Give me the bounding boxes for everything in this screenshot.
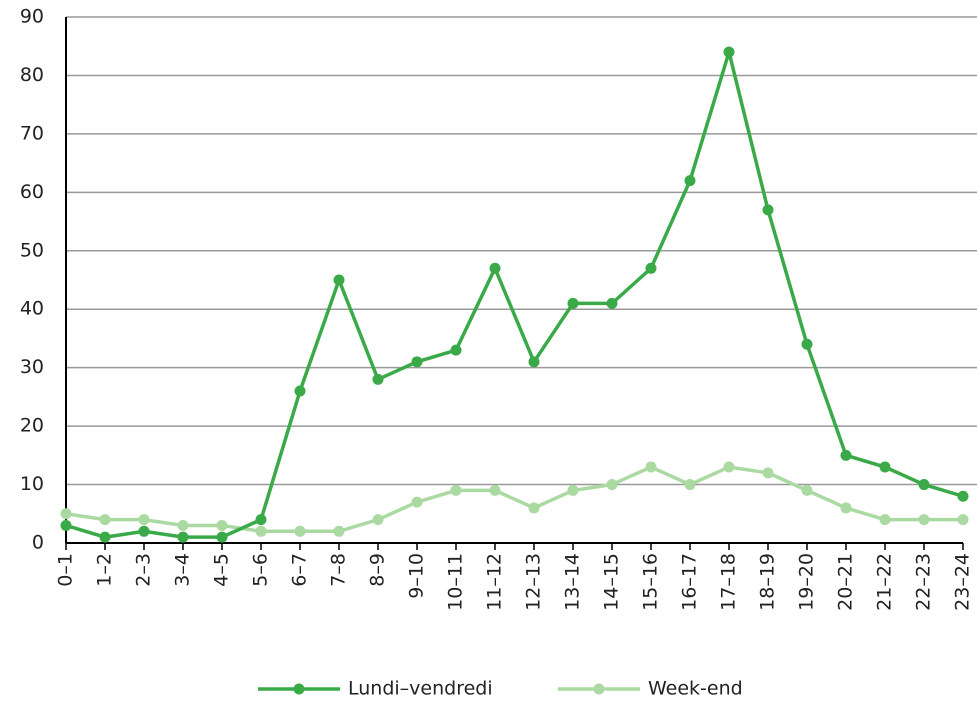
x-tick-label: 8–9 [367,553,389,587]
x-tick-label: 18–19 [757,553,779,611]
x-tick-label: 9–10 [406,553,428,599]
x-tick-label: 19–20 [796,553,818,611]
data-point [216,531,228,543]
y-tick-label: 60 [20,181,44,203]
x-tick-label: 16–17 [679,553,701,611]
legend-marker [593,683,605,695]
data-point [411,356,423,368]
data-point [606,479,618,491]
series-line [65,465,963,534]
y-tick-label: 0 [32,532,44,554]
data-point [957,490,969,502]
data-point [372,514,384,526]
data-point [567,297,579,309]
data-point [255,514,267,526]
legend-label: Week-end [648,678,743,700]
data-point [684,479,696,491]
data-point [840,449,852,461]
y-tick-label: 80 [20,64,44,86]
x-tick-label: 3–4 [172,553,194,587]
data-point [879,461,891,473]
data-point [138,514,150,526]
data-point [99,514,111,526]
data-point [333,525,345,537]
y-tick-label: 30 [20,356,44,378]
data-point [294,385,306,397]
data-point [762,467,774,479]
data-point [411,496,423,508]
data-point [489,262,501,274]
data-point [99,531,111,543]
y-tick-label: 90 [20,6,44,28]
data-point [645,461,657,473]
x-tick-label: 5–6 [250,553,272,587]
data-point [216,519,228,531]
data-point [723,461,735,473]
x-tick-label: 6–7 [289,553,311,587]
x-tick-label: 13–14 [562,553,584,611]
data-point [333,274,345,286]
data-point [723,46,735,58]
x-tick-label: 12–13 [523,553,545,611]
data-point [528,356,540,368]
legend-label: Lundi–vendredi [348,678,493,700]
data-point [879,514,891,526]
data-point [645,262,657,274]
data-point [177,531,189,543]
x-tick-label: 4–5 [211,553,233,587]
y-tick-label: 10 [20,473,44,495]
y-tick-label: 70 [20,122,44,144]
x-tick-label: 11–12 [484,553,506,611]
data-point [528,502,540,514]
data-point [840,502,852,514]
y-tick-label: 50 [20,239,44,261]
data-point [918,514,930,526]
y-tick-label: 20 [20,415,44,437]
x-tick-label: 7–8 [328,553,350,587]
data-point [489,484,501,496]
x-tick-label: 20–21 [835,553,857,611]
legend-marker [293,683,305,695]
y-tick-label: 40 [20,298,44,320]
x-tick-label: 15–16 [640,553,662,611]
x-tick-label: 1–2 [94,553,116,587]
x-tick-label: 10–11 [445,553,467,611]
data-point [450,344,462,356]
data-point [255,525,267,537]
data-point [606,297,618,309]
data-point [801,484,813,496]
data-point [567,484,579,496]
data-point [450,484,462,496]
data-point [138,525,150,537]
data-point [60,519,72,531]
data-point [957,514,969,526]
x-tick-label: 17–18 [718,553,740,611]
x-tick-label: 0–1 [55,553,77,587]
data-point [918,479,930,491]
data-point [684,175,696,187]
x-tick-label: 14–15 [601,553,623,611]
data-point [60,508,72,520]
x-tick-label: 22–23 [913,553,935,611]
data-point [801,338,813,350]
data-point [372,373,384,385]
x-tick-label: 23–24 [952,553,974,611]
series-line [65,45,964,539]
x-tick-label: 2–3 [133,553,155,587]
x-tick-label: 21–22 [874,553,896,611]
data-point [177,519,189,531]
data-point [762,204,774,216]
data-point [294,525,306,537]
